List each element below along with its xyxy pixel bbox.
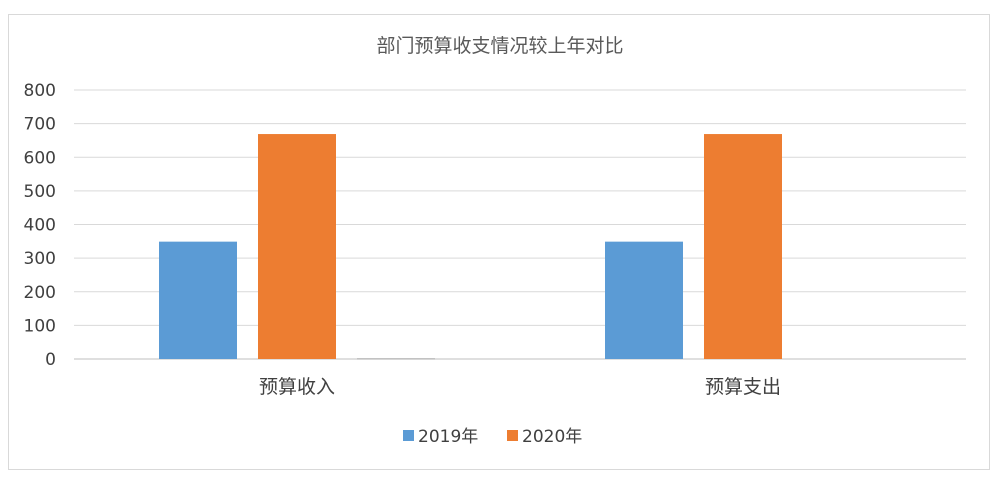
chart-title: 部门预算收支情况较上年对比 — [376, 35, 623, 57]
y-tick-label: 200 — [24, 283, 56, 303]
y-axis-ticks: 0 100 200 300 400 500 600 700 800 — [24, 81, 56, 370]
legend-swatch — [403, 430, 414, 441]
category-label: 预算支出 — [705, 376, 781, 398]
y-tick-label: 300 — [24, 249, 56, 269]
y-tick-label: 800 — [24, 81, 56, 101]
bar — [704, 134, 782, 359]
x-axis-categories: 预算收入 预算支出 — [259, 376, 781, 398]
legend-label: 2019年 — [418, 427, 478, 447]
y-tick-label: 100 — [24, 316, 56, 336]
bars — [159, 134, 782, 360]
category-label: 预算收入 — [259, 376, 335, 398]
y-tick-label: 700 — [24, 115, 56, 135]
y-tick-label: 0 — [45, 350, 56, 370]
y-tick-label: 600 — [24, 148, 56, 168]
legend-swatch — [507, 430, 518, 441]
bar — [605, 241, 683, 359]
bar — [357, 358, 435, 360]
bar — [159, 241, 237, 359]
legend: 2019年 2020年 — [403, 427, 582, 447]
y-tick-label: 500 — [24, 182, 56, 202]
bar — [258, 134, 336, 359]
y-tick-label: 400 — [24, 216, 56, 236]
legend-label: 2020年 — [522, 427, 582, 447]
